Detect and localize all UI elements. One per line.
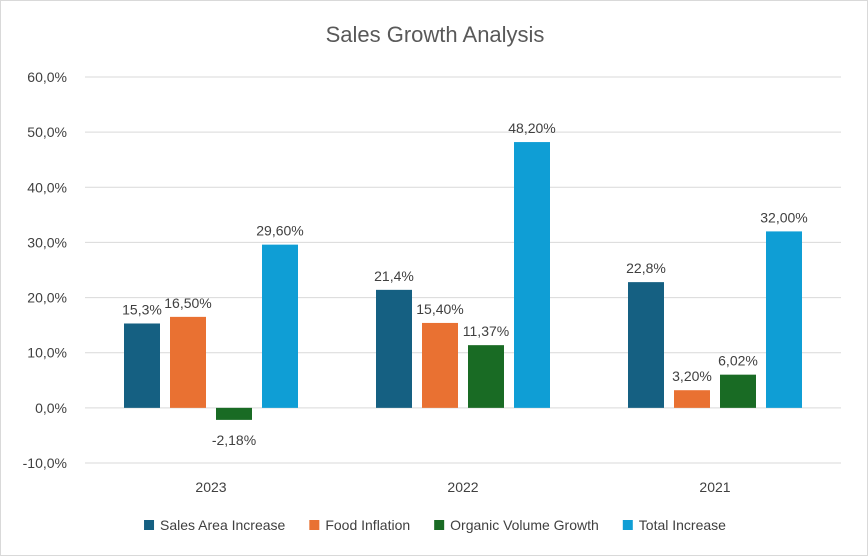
data-label: 48,20% xyxy=(508,120,555,136)
data-label: 15,3% xyxy=(122,301,162,317)
data-label: 6,02% xyxy=(718,353,758,369)
y-tick-label: 0,0% xyxy=(35,400,67,416)
data-labels: 15,3% 16,50% -2,18% 29,60% 21,4% 15,40%11,37%… xyxy=(122,120,808,448)
x-tick-label: 2022 xyxy=(447,479,478,495)
data-label: 22,8% xyxy=(626,260,666,276)
data-label: 21,4% xyxy=(374,268,414,284)
bar-organic-volume-growth-2021 xyxy=(720,374,756,408)
bars xyxy=(124,142,802,420)
data-label: 29,60% xyxy=(256,223,303,239)
y-tick-label: 30,0% xyxy=(27,234,67,250)
legend-swatch xyxy=(622,520,633,530)
data-label: 16,50% xyxy=(164,295,211,311)
bar-total-increase-2022 xyxy=(514,142,550,408)
bar-total-increase-2021 xyxy=(766,231,802,408)
chart-title: Sales Growth Analysis xyxy=(326,22,545,47)
bar-food-inflation-2021 xyxy=(674,390,710,408)
data-label: 15,40% xyxy=(416,301,463,317)
bar-food-inflation-2023 xyxy=(170,316,206,408)
bar-food-inflation-2022 xyxy=(422,322,458,408)
bar-organic-volume-growth-2023 xyxy=(216,407,252,420)
y-tick-label: -10,0% xyxy=(23,455,67,471)
x-tick-label: 2021 xyxy=(699,479,730,495)
legend: Sales Area Increase Food Inflation Organic… xyxy=(144,517,726,533)
x-axis-ticks: 2023 2022 2021 xyxy=(195,479,730,495)
x-tick-label: 2023 xyxy=(195,479,226,495)
bar-organic-volume-growth-2022 xyxy=(468,345,504,408)
bar-total-increase-2023 xyxy=(262,244,298,408)
legend-label: Sales Area Increase xyxy=(160,517,286,533)
data-label: 3,20% xyxy=(672,368,712,384)
bar-sales-area-increase-2021 xyxy=(628,282,664,408)
y-tick-label: 50,0% xyxy=(27,124,67,140)
data-label: 32,00% xyxy=(760,209,807,225)
bar-sales-area-increase-2023 xyxy=(124,323,160,408)
legend-label: Food Inflation xyxy=(325,517,410,533)
gridlines xyxy=(85,76,841,464)
y-tick-label: 20,0% xyxy=(27,290,67,306)
y-tick-label: 40,0% xyxy=(27,179,67,195)
legend-label: Organic Volume Growth xyxy=(450,517,599,533)
legend-swatch xyxy=(144,520,155,530)
legend-label: Total Increase xyxy=(639,517,726,533)
data-label: 11,37% xyxy=(463,323,509,339)
data-label: -2,18% xyxy=(212,432,256,448)
legend-swatch xyxy=(309,520,320,530)
legend-swatch xyxy=(434,520,445,530)
y-tick-label: 60,0% xyxy=(27,69,67,85)
y-axis-ticks: -10,0% 0,0% 10,0% 20,0% 30,0% 40,0% 50,0% 60,0% xyxy=(23,69,67,471)
bar-sales-area-increase-2022 xyxy=(376,289,412,408)
y-tick-label: 10,0% xyxy=(27,345,67,361)
